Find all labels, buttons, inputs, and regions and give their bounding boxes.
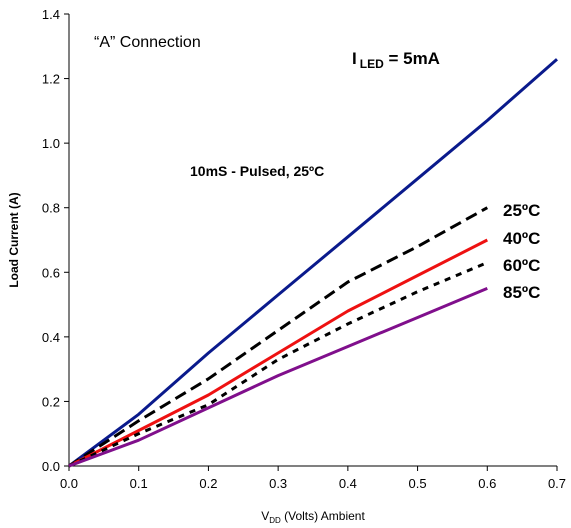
series-label-40c: 40ºC	[503, 229, 540, 248]
x-tick-label: 0.3	[269, 476, 287, 491]
annotation-iled-sub: LED	[360, 57, 384, 71]
x-tick-label: 0.5	[409, 476, 427, 491]
x-axis-title: VDD (Volts) Ambient	[261, 509, 365, 525]
series-label-85c: 85ºC	[503, 283, 540, 302]
y-tick-label: 0.0	[42, 459, 60, 474]
x-axis-title-sub: DD	[269, 516, 281, 525]
annotation-iled-rest: = 5mA	[384, 49, 440, 68]
x-tick-label: 0.6	[478, 476, 496, 491]
y-tick-label: 1.4	[42, 7, 60, 22]
y-tick-label: 1.2	[42, 72, 60, 87]
annotation-pulsed: 10mS - Pulsed, 25ºC	[190, 163, 324, 179]
series-line-85c	[68, 287, 488, 468]
series-layer	[68, 58, 558, 468]
series-line-40c	[68, 238, 488, 468]
series-line-60c	[68, 261, 488, 468]
annotation-iled: I LED = 5mA	[352, 49, 440, 71]
annotation-connection: “A” Connection	[94, 34, 201, 51]
annotation-iled-main: I	[352, 49, 357, 68]
x-tick-label: 0.0	[60, 476, 78, 491]
y-tick-label: 0.4	[42, 330, 60, 345]
y-tick-label: 0.6	[42, 265, 60, 280]
x-tick-label: 0.2	[199, 476, 217, 491]
y-tick-label: 0.8	[42, 201, 60, 216]
x-tick-label: 0.7	[548, 476, 566, 491]
series-line-pulsed	[68, 58, 558, 468]
x-axis-title-rest: (Volts) Ambient	[281, 509, 366, 523]
y-tick-label: 1.0	[42, 136, 60, 151]
x-axis-title-main: V	[261, 509, 269, 523]
series-line-25c	[68, 206, 489, 468]
y-tick-label: 0.2	[42, 394, 60, 409]
ticks-layer: 0.0 0.1 0.2 0.3 0.4 0.5 0.6 0.7 0.0 0.2 0.4 0.6 0.8 1…	[42, 7, 566, 491]
x-tick-label: 0.1	[130, 476, 148, 491]
series-label-25c: 25ºC	[503, 201, 540, 220]
y-axis-title: Load Current (A)	[7, 192, 21, 287]
x-tick-label: 0.4	[339, 476, 357, 491]
series-label-60c: 60ºC	[503, 256, 540, 275]
